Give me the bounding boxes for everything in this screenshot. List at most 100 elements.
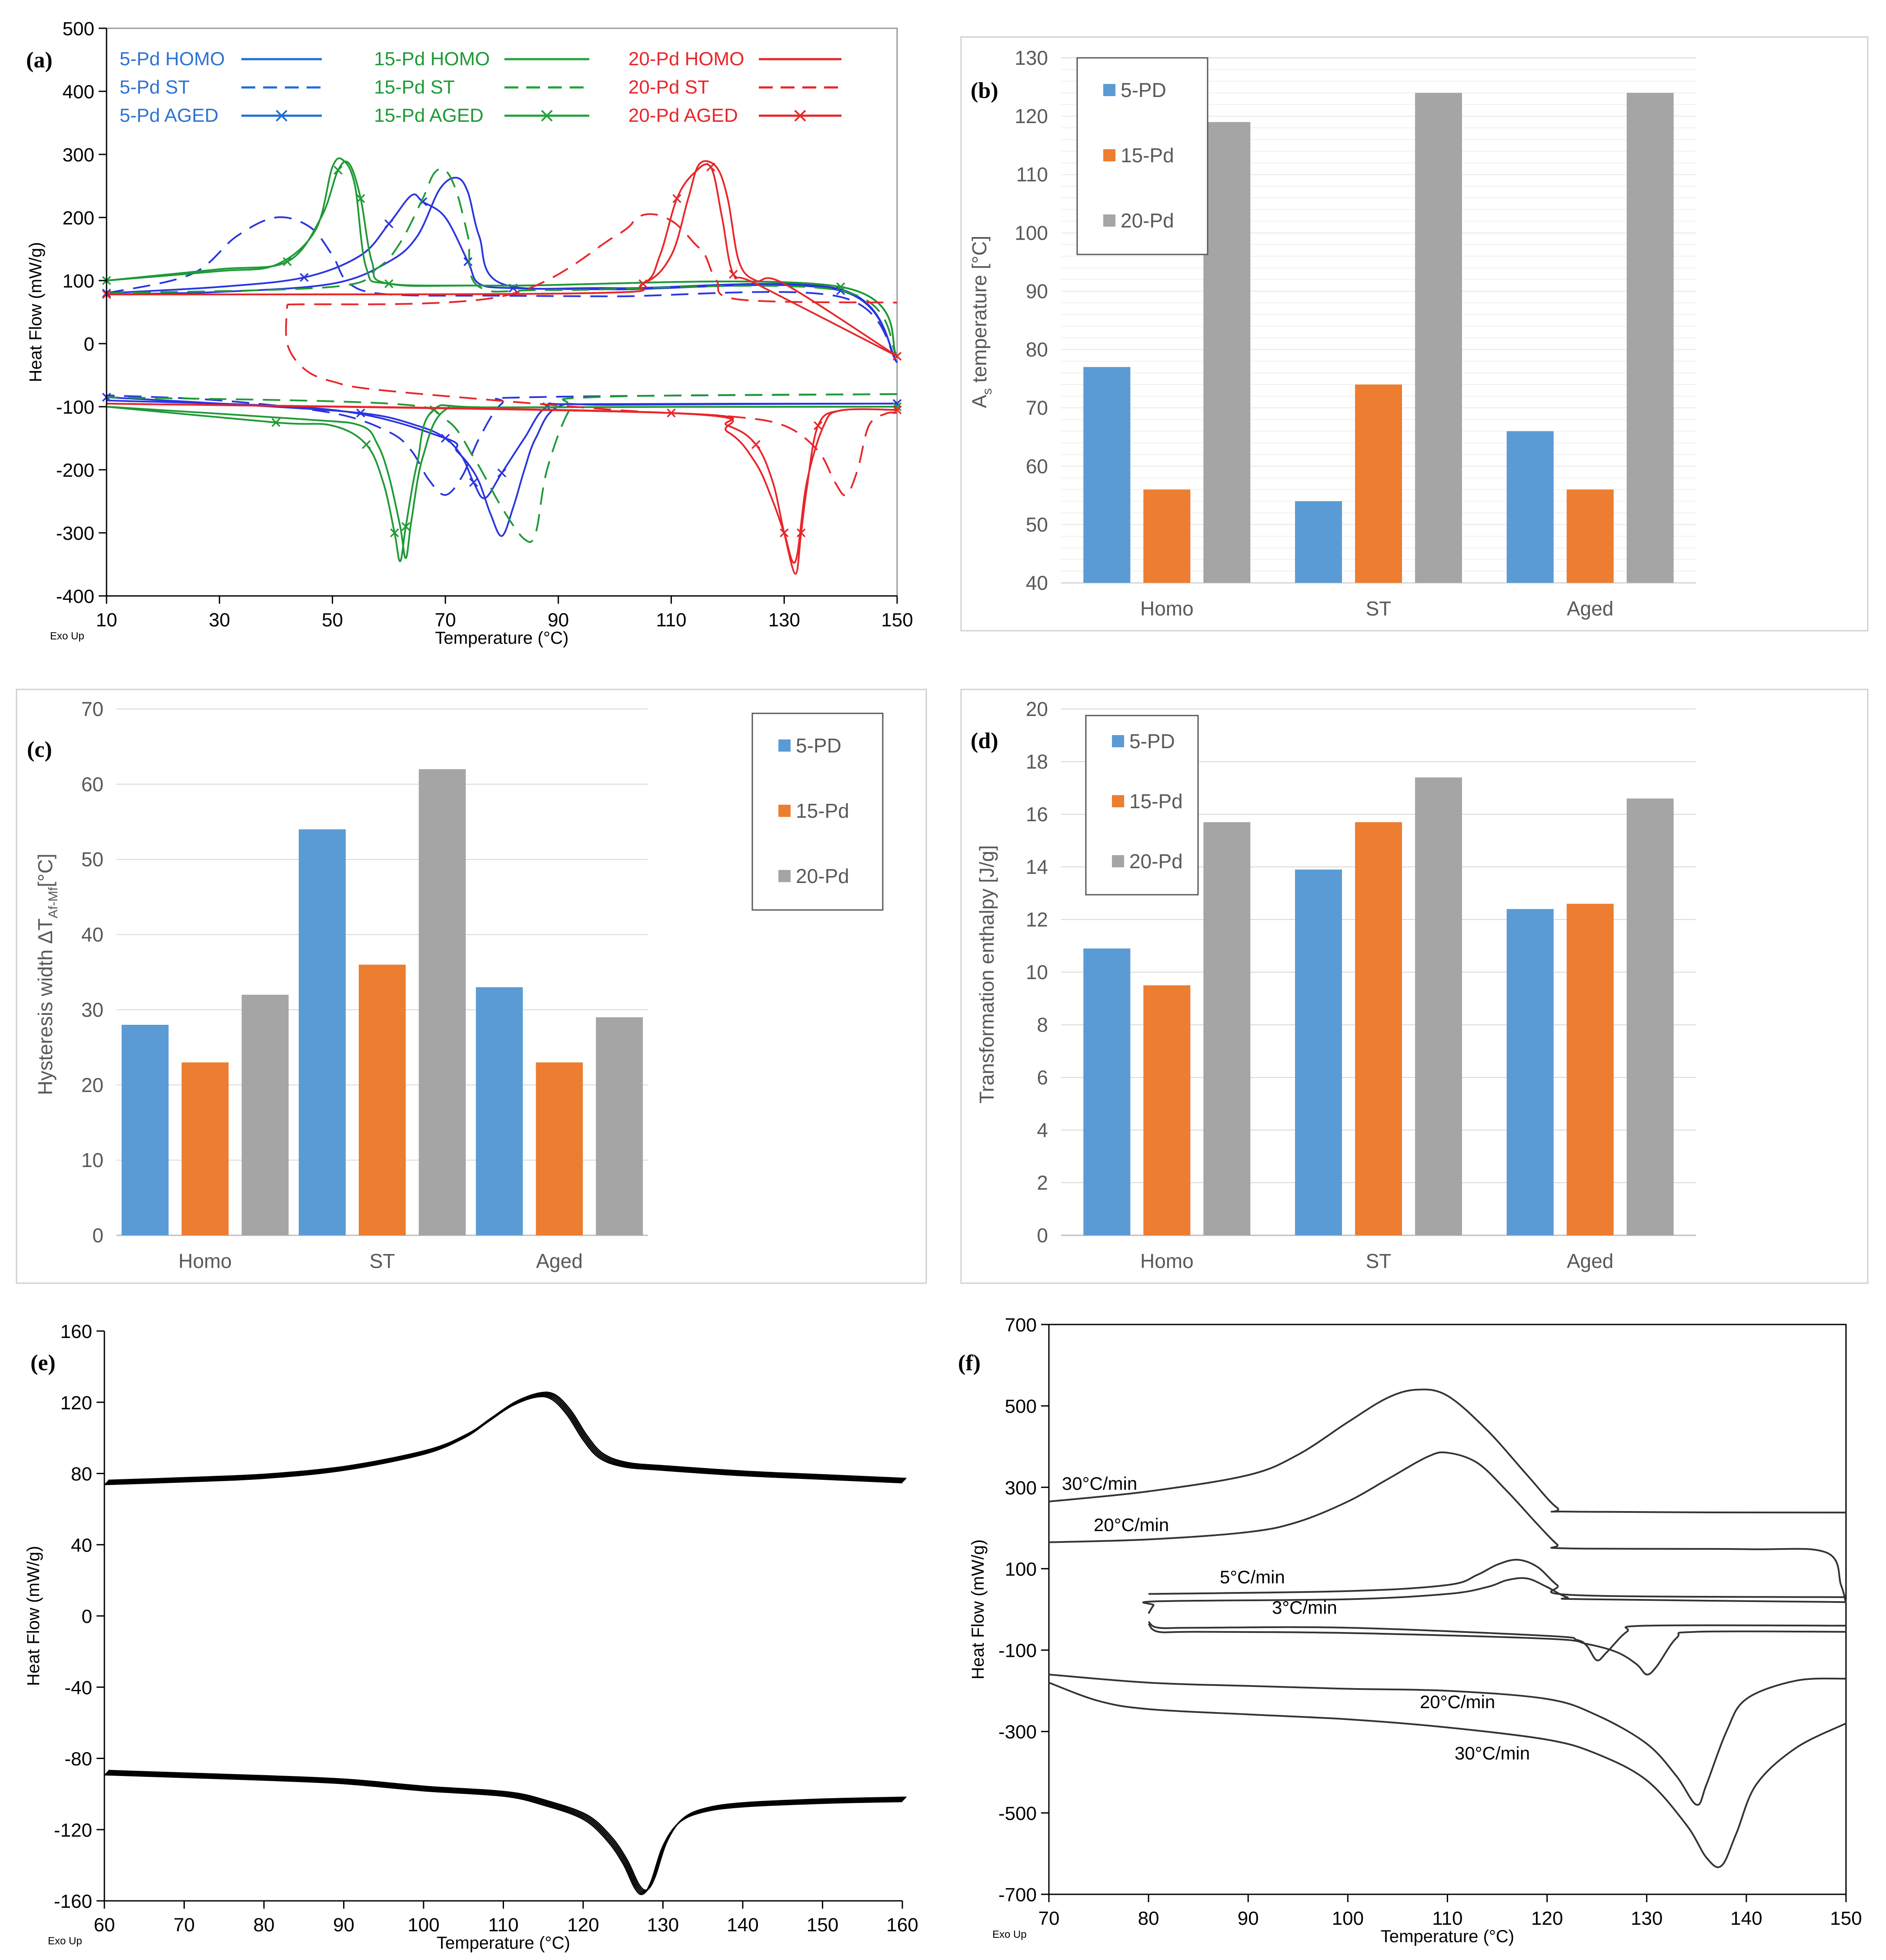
bar-5-PD-ST xyxy=(1295,501,1342,583)
x-tick-label: 70 xyxy=(1038,1908,1060,1929)
x-marker xyxy=(672,194,681,203)
legend-swatch xyxy=(1103,149,1115,161)
curve-cooling xyxy=(105,1773,904,1894)
y-tick-label: 18 xyxy=(1026,750,1048,773)
y-tick-label: 40 xyxy=(71,1535,92,1556)
y-tick-label: 70 xyxy=(1026,397,1048,419)
y-tick-label: 100 xyxy=(1005,1559,1037,1580)
rate-annotation: 3°C/min xyxy=(1272,1597,1337,1618)
x-marker xyxy=(283,257,292,266)
x-tick-label: 110 xyxy=(1432,1908,1462,1929)
bar-5-PD-Aged xyxy=(1506,431,1554,583)
x-tick-label: 80 xyxy=(254,1914,275,1936)
legend-swatch xyxy=(1103,214,1115,227)
y-tick-label: 50 xyxy=(81,848,103,871)
y-axis-title: As temperature [°C] xyxy=(968,236,995,408)
x-category-label: Aged xyxy=(1567,1250,1613,1272)
legend-label: 15-Pd xyxy=(796,799,849,822)
bar-20-Pd-Aged xyxy=(596,1017,643,1235)
x-tick-label: 100 xyxy=(407,1914,439,1936)
curve-20-Pd AGED cooling xyxy=(106,402,898,575)
panel-a-curves xyxy=(102,157,902,575)
legend-label: 20-Pd AGED xyxy=(628,105,738,126)
x-marker xyxy=(892,351,902,361)
bar-20-Pd-Homo xyxy=(241,994,289,1235)
y-tick-label: 120 xyxy=(60,1392,92,1414)
y-tick-label: 14 xyxy=(1026,856,1048,878)
x-tick-label: 70 xyxy=(174,1914,195,1936)
panel-b-chart: 40 50 60 70 80 90 100 110 120 130 Homo ST Aged 5-PD 15… xyxy=(968,47,1696,620)
legend-label: 15-Pd AGED xyxy=(374,105,484,126)
curve-5-Pd ST heating xyxy=(106,216,898,363)
panel-b: 40 50 60 70 80 90 100 110 120 130 Homo ST Aged 5-PD 15… xyxy=(960,36,1869,632)
legend-label: 15-Pd HOMO xyxy=(374,48,490,70)
y-tick-label: -160 xyxy=(54,1891,92,1912)
rate-annotation: 30°C/min xyxy=(1455,1743,1530,1763)
y-tick-label: -100 xyxy=(998,1640,1037,1662)
x-tick-label: 160 xyxy=(886,1914,918,1936)
bar-20-Pd-Homo xyxy=(1203,822,1251,1235)
x-marker xyxy=(813,421,823,430)
x-category-label: Aged xyxy=(536,1250,583,1272)
y-axis-title-sub: Af-Mf xyxy=(46,887,60,918)
panel-c-chart: 0 10 20 30 40 50 60 70 Homo ST Aged 5-PD 15-Pd 20-Pd H… xyxy=(34,698,884,1272)
x-tick-label: 140 xyxy=(1730,1908,1762,1929)
x-marker xyxy=(706,162,715,172)
x-marker xyxy=(390,528,399,538)
panel-a-label: (a) xyxy=(26,48,53,73)
bar-20-Pd-Aged xyxy=(1626,798,1674,1235)
y-tick-label: -120 xyxy=(54,1820,92,1841)
y-tick-label: -400 xyxy=(56,586,94,607)
x-category-label: ST xyxy=(1366,1250,1392,1272)
legend-box xyxy=(751,712,884,911)
y-tick-label: 0 xyxy=(82,1606,92,1627)
panel-b-border xyxy=(960,36,1869,632)
x-category-label: Homo xyxy=(178,1250,232,1272)
curve-30°C/min cooling xyxy=(1048,1682,1846,1868)
rate-annotation: 30°C/min xyxy=(1062,1473,1137,1494)
x-marker xyxy=(401,522,411,531)
bar-15-Pd-Homo xyxy=(181,1062,229,1235)
rate-annotation: 20°C/min xyxy=(1420,1692,1495,1712)
panel-c-border xyxy=(16,689,927,1284)
curve-3°C/min heating xyxy=(1142,1577,1846,1614)
bar-20-Pd-Aged xyxy=(1626,93,1674,583)
curve-5°C/min cooling xyxy=(1148,1621,1846,1662)
legend-marker xyxy=(276,110,287,122)
y-tick-label: 40 xyxy=(81,923,103,946)
x-tick-label: 80 xyxy=(1138,1908,1159,1929)
y-axis-title: Heat Flow (mW/g) xyxy=(968,1539,988,1679)
y-tick-label: -300 xyxy=(998,1722,1037,1743)
bar-15-Pd-Homo xyxy=(1143,489,1191,583)
panel-c: 0 10 20 30 40 50 60 70 Homo ST Aged 5-PD 15-Pd 20-Pd H… xyxy=(16,689,927,1284)
y-tick-label: 2 xyxy=(1037,1171,1048,1194)
y-tick-label: 20 xyxy=(81,1074,103,1096)
x-tick-label: 90 xyxy=(333,1914,354,1936)
y-tick-label: 130 xyxy=(1015,47,1048,69)
bar-20-Pd-ST xyxy=(419,769,466,1235)
x-marker xyxy=(497,468,507,478)
y-tick-label: 16 xyxy=(1026,803,1048,826)
x-marker xyxy=(729,270,738,279)
x-marker xyxy=(469,478,478,487)
curve-5-Pd AGED cooling xyxy=(106,396,898,499)
curve-cooling xyxy=(106,1772,905,1893)
legend-label: 5-Pd ST xyxy=(120,77,190,98)
x-marker xyxy=(384,219,394,228)
x-axis-title: Temperature (°C) xyxy=(437,1933,570,1953)
y-tick-label: 10 xyxy=(81,1149,103,1171)
y-tick-label: 500 xyxy=(63,18,94,40)
y-tick-label: -100 xyxy=(56,397,94,418)
x-tick-label: 130 xyxy=(647,1914,679,1936)
legend-label: 5-Pd HOMO xyxy=(120,48,225,70)
exo-up-note: Exo Up xyxy=(48,1935,82,1947)
x-tick-label: 100 xyxy=(1332,1908,1364,1929)
y-tick-label: 400 xyxy=(63,81,94,103)
y-tick-label: 100 xyxy=(63,271,94,292)
legend-label: 20-Pd xyxy=(796,865,849,887)
x-tick-label: 110 xyxy=(656,609,686,631)
x-axis-title: Temperature (°C) xyxy=(1381,1927,1514,1946)
exo-up-note: Exo Up xyxy=(50,630,84,642)
curve-heating xyxy=(106,1394,905,1483)
